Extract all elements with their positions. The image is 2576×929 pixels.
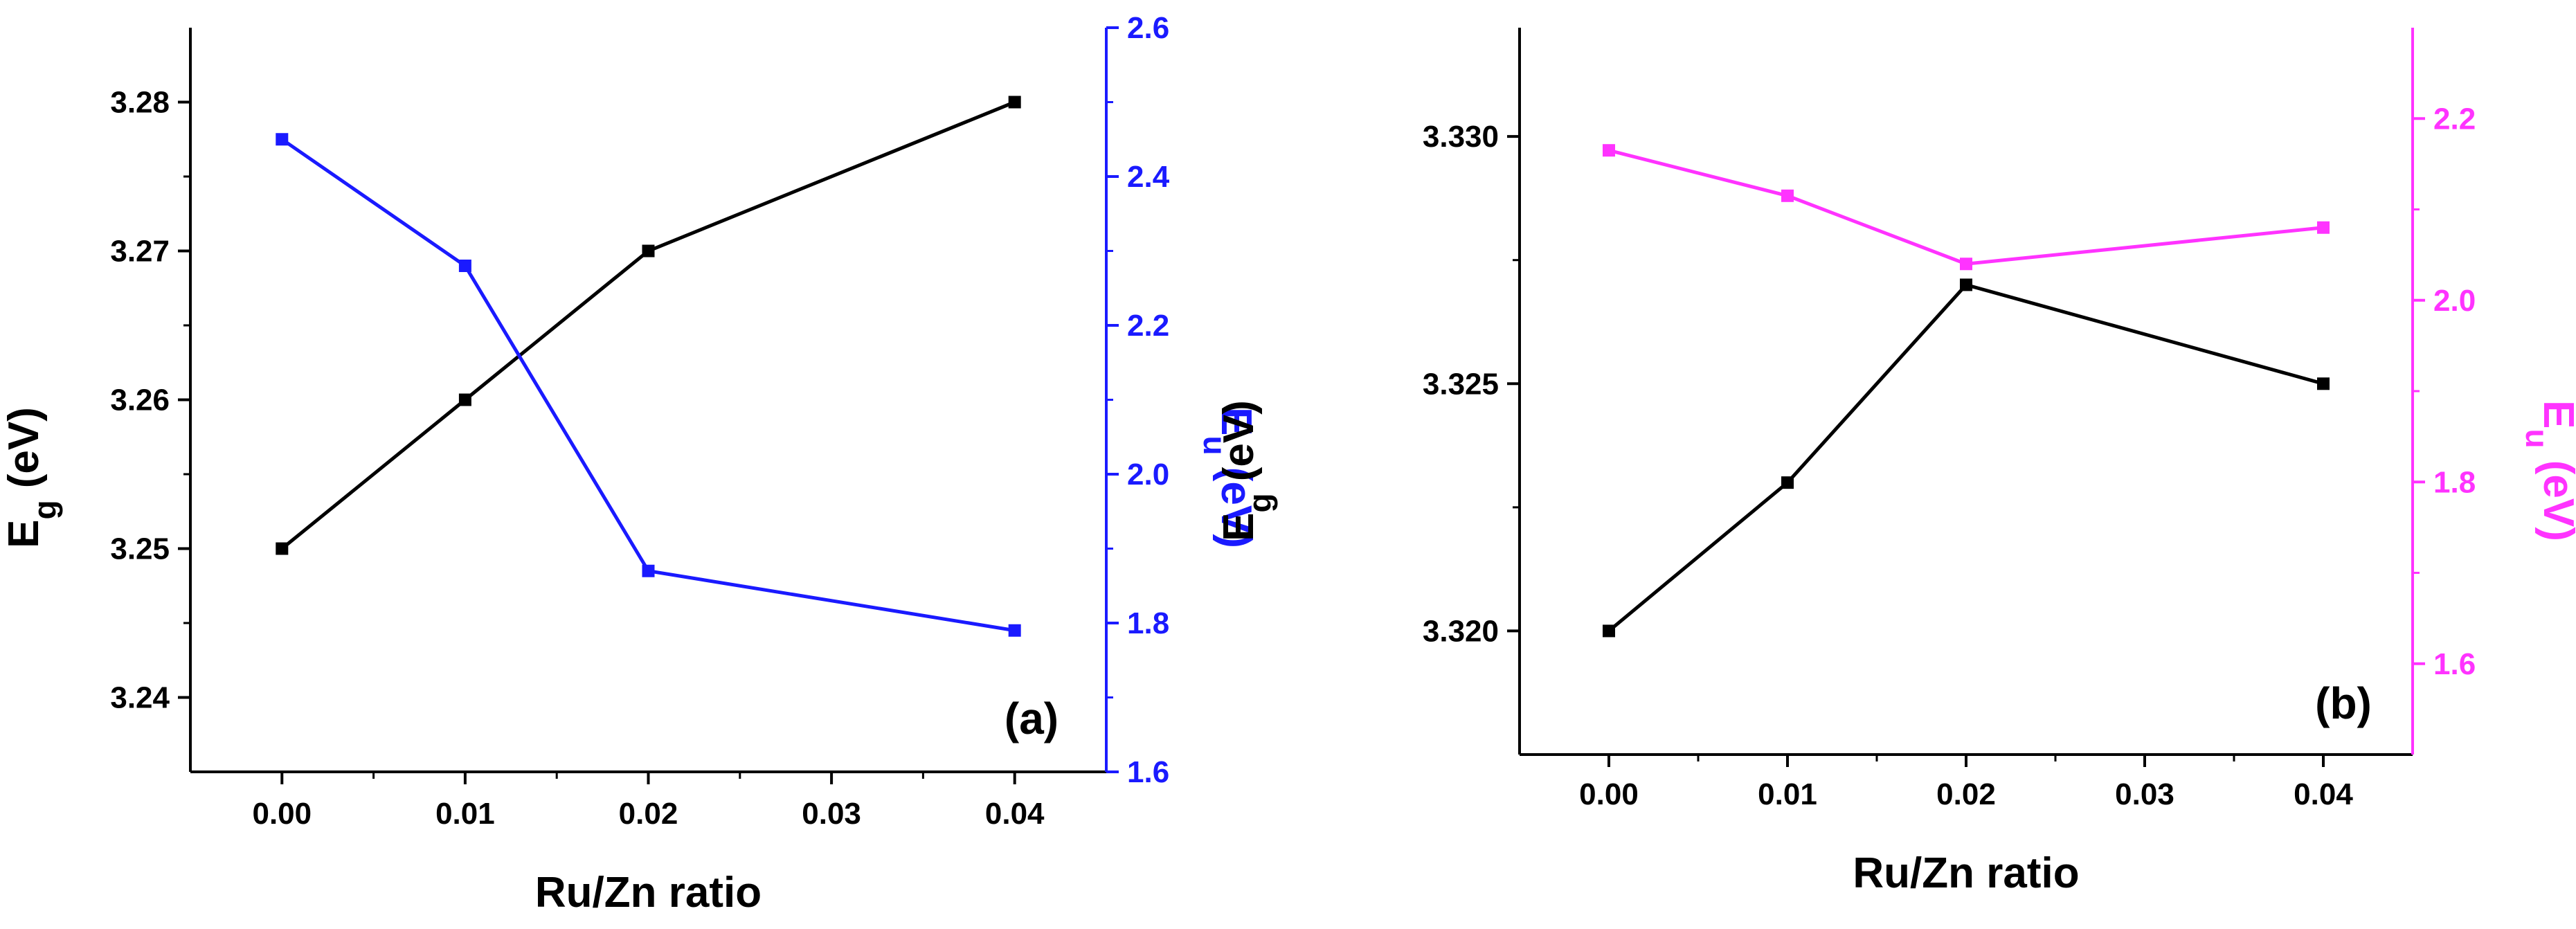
left-axis-title: Eg (eV) [0,407,63,548]
series-line-eu [280,138,1016,633]
right-y-tick-label: 1.6 [1127,755,1169,789]
right-y-tick-label: 1.8 [2433,465,2476,499]
left-axis-title-unit: (eV) [1215,400,1263,493]
data-point-eu [1960,258,1972,271]
left-y-tick-label: 3.27 [110,235,170,269]
left-axis-title: Eg (eV) [1215,400,1278,541]
left-y-tick-label: 3.26 [110,384,170,417]
data-point-eg [458,393,471,406]
x-tick-label: 0.04 [985,797,1045,831]
right-axis-title-sub: u [1197,435,1233,455]
x-tick-label: 0.04 [2294,777,2353,811]
series-line-eu [1608,148,2324,266]
x-tick-label: 0.00 [1579,777,1639,811]
x-tick-label: 0.02 [619,797,678,831]
x-tick-label: 0.01 [435,797,495,831]
series-line-eg [280,100,1016,550]
left-y-tick-label: 3.320 [1423,614,1499,648]
series-line-eg [1607,282,2324,633]
data-point-eu [276,133,289,146]
data-point-eg [276,542,289,555]
data-point-eg [1781,476,1794,489]
x-axis-title: Ru/Zn ratio [1853,849,2079,897]
left-axis-title-main: E [0,520,48,548]
x-tick-label: 0.03 [2115,777,2174,811]
x-tick-label: 0.01 [1758,777,1817,811]
right-y-tick-label: 2.6 [1127,11,1169,45]
panel-a: 0.00 0.01 0.02 0.03 0.04 3.24 3.25 3.26 3.27 3.28… [0,11,1260,917]
data-point-eu [1781,189,1794,202]
right-y-tick-label: 2.0 [2433,284,2476,318]
right-y-tick-label: 1.6 [2433,647,2476,681]
data-point-eu [458,260,471,272]
left-axis-title-unit: (eV) [0,407,48,500]
right-y-tick-label: 2.2 [2433,102,2476,136]
left-y-tick-label: 3.28 [110,86,170,120]
data-point-eg [642,244,655,258]
panel-label: (b) [2315,678,2372,728]
right-axis-title: Eu (eV) [2519,400,2576,541]
left-axis-title-sub: g [27,500,63,519]
right-axis-title-unit: (eV) [1212,456,1260,548]
data-point-eu [1603,144,1615,157]
panel-b: 0.00 0.01 0.02 0.03 0.04 3.320 3.325 3.330 1.6 1.… [1215,28,2576,897]
left-y-tick-label: 3.325 [1423,367,1499,401]
right-y-tick-label: 2.2 [1127,309,1169,343]
data-point-eg [1960,278,1972,291]
right-axis-title-sub: u [2519,429,2555,448]
x-tick-label: 0.02 [1936,777,1996,811]
right-axis-title-main: E [2534,400,2576,429]
right-axis-title-unit: (eV) [2534,449,2576,541]
x-tick-label: 0.00 [252,797,312,831]
left-y-tick-label: 3.25 [110,532,170,566]
left-y-tick-label: 3.24 [110,681,170,715]
data-point-eg [1603,624,1615,638]
data-point-eu [642,564,655,577]
right-y-tick-label: 1.8 [1127,606,1169,640]
left-axis-title-sub: g [1242,493,1278,512]
panel-label: (a) [1005,694,1059,743]
right-axis-title-main: E [1212,407,1260,435]
data-point-eu [2317,221,2330,234]
right-y-tick-label: 2.0 [1127,458,1169,491]
left-axis-title-main: E [1215,513,1263,541]
x-axis-title: Ru/Zn ratio [535,869,762,917]
data-point-eu [1008,624,1021,637]
x-tick-label: 0.03 [802,797,861,831]
data-point-eg [1008,96,1021,109]
right-y-tick-label: 2.4 [1127,160,1170,194]
right-axis-title: Eu (eV) [1197,407,1260,548]
left-y-tick-label: 3.330 [1423,120,1499,154]
data-point-eg [2317,377,2330,390]
